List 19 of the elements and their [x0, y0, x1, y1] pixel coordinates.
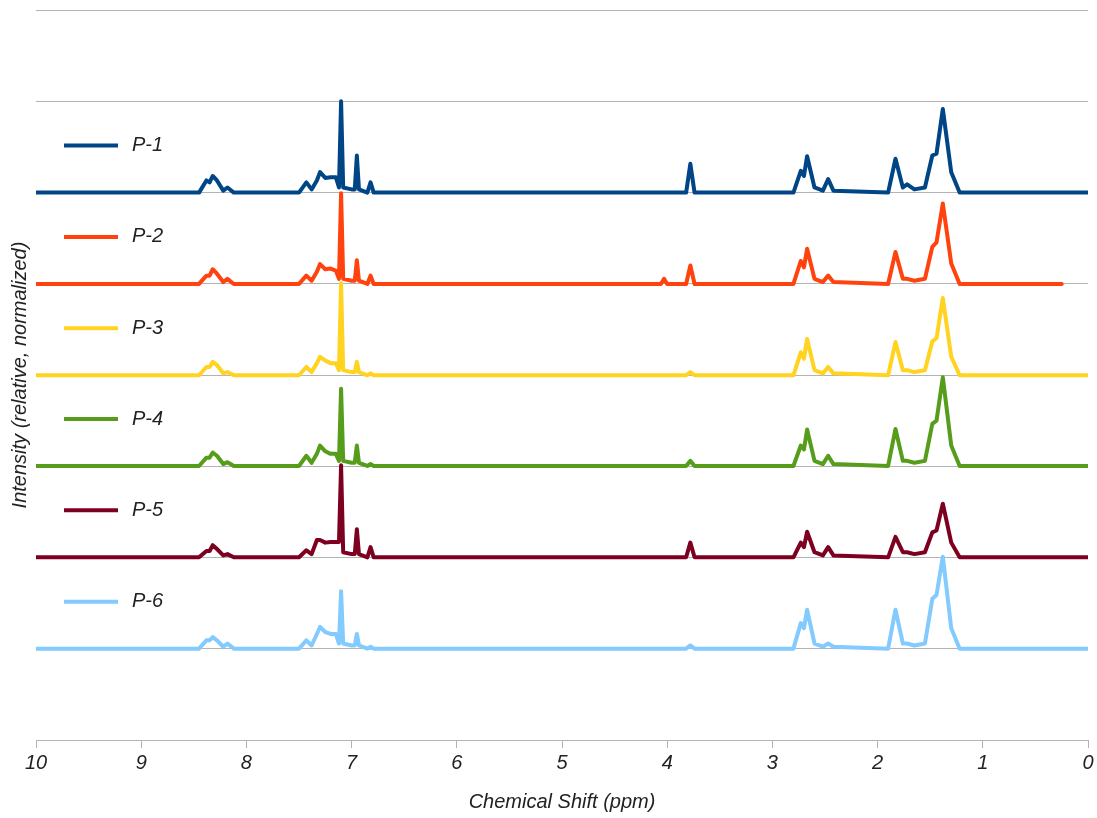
- x-axis-title: Chemical Shift (ppm): [468, 789, 656, 812]
- x-tick-label: 2: [871, 750, 884, 773]
- legend-label: P-1: [132, 133, 164, 156]
- legend-label: P-4: [132, 406, 164, 429]
- x-tick-label: 6: [451, 750, 464, 773]
- x-tick-label: 5: [556, 750, 569, 773]
- x-tick-label: 4: [661, 750, 673, 773]
- x-tick-label: 1: [977, 750, 989, 773]
- legend-label: P-3: [132, 315, 164, 338]
- x-tick-label: 3: [766, 750, 778, 773]
- x-tick-label: 7: [346, 750, 359, 773]
- legend-label: P-5: [132, 497, 164, 520]
- x-tick-label: 10: [24, 750, 48, 773]
- legend-label: P-2: [132, 224, 164, 247]
- x-tick-label: 0: [1082, 750, 1094, 773]
- y-axis-title: Intensity (relative, normalized): [7, 241, 30, 509]
- x-tick-label: 9: [135, 750, 147, 773]
- legend-label: P-6: [132, 589, 164, 612]
- x-tick-label: 8: [240, 750, 252, 773]
